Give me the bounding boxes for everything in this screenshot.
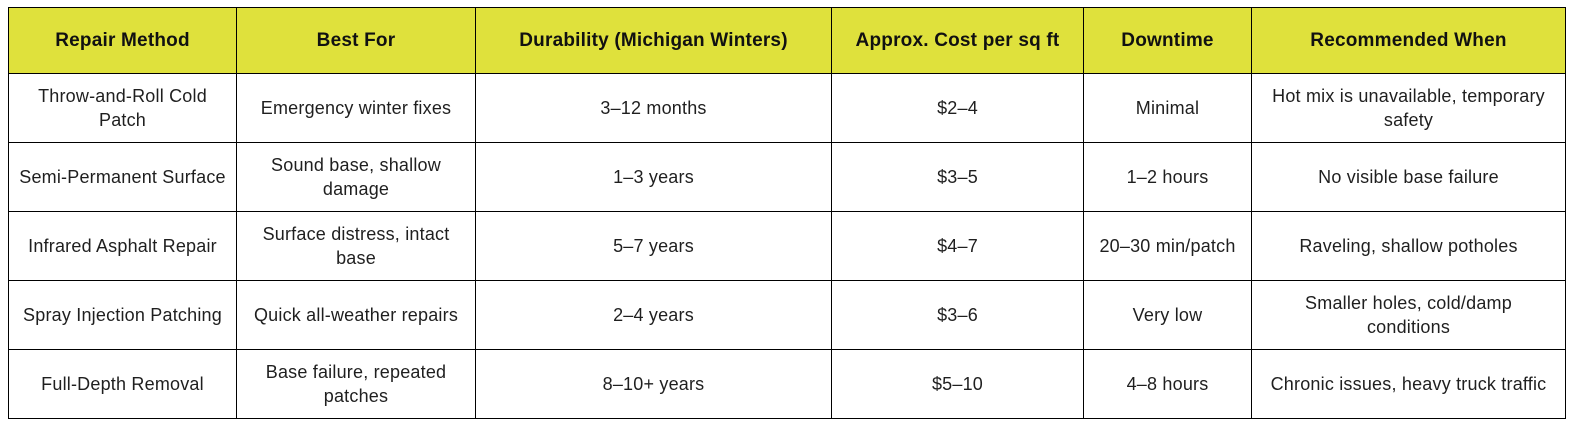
table-row-spray-injection: Spray Injection Patching Quick all-weath… <box>8 280 1566 350</box>
table-row-infrared: Infrared Asphalt Repair Surface distress… <box>8 211 1566 281</box>
cell-cost: $4–7 <box>831 211 1084 281</box>
cell-cost: $3–6 <box>831 280 1084 350</box>
table-row-full-depth: Full-Depth Removal Base failure, repeate… <box>8 349 1566 419</box>
cell-cost: $3–5 <box>831 142 1084 212</box>
cell-downtime: Very low <box>1083 280 1252 350</box>
cell-recommended-when: Smaller holes, cold/damp conditions <box>1251 280 1566 350</box>
cell-downtime: Minimal <box>1083 73 1252 143</box>
cell-durability: 2–4 years <box>475 280 832 350</box>
cell-repair-method: Throw-and-Roll Cold Patch <box>8 73 237 143</box>
cell-recommended-when: Chronic issues, heavy truck traffic <box>1251 349 1566 419</box>
cell-best-for: Base failure, repeated patches <box>236 349 476 419</box>
cell-best-for: Emergency winter fixes <box>236 73 476 143</box>
cell-repair-method: Spray Injection Patching <box>8 280 237 350</box>
column-header-cost-per-sq-ft: Approx. Cost per sq ft <box>831 7 1084 74</box>
cell-durability: 3–12 months <box>475 73 832 143</box>
cell-cost: $2–4 <box>831 73 1084 143</box>
cell-best-for: Quick all-weather repairs <box>236 280 476 350</box>
cell-recommended-when: No visible base failure <box>1251 142 1566 212</box>
cell-cost: $5–10 <box>831 349 1084 419</box>
column-header-downtime: Downtime <box>1083 7 1252 74</box>
cell-best-for: Sound base, shallow damage <box>236 142 476 212</box>
column-header-recommended-when: Recommended When <box>1251 7 1566 74</box>
cell-repair-method: Infrared Asphalt Repair <box>8 211 237 281</box>
table-row-throw-and-roll: Throw-and-Roll Cold Patch Emergency wint… <box>8 73 1566 143</box>
column-header-best-for: Best For <box>236 7 476 74</box>
column-header-durability: Durability (Michigan Winters) <box>475 7 832 74</box>
table-row-semi-permanent: Semi-Permanent Surface Sound base, shall… <box>8 142 1566 212</box>
cell-recommended-when: Raveling, shallow potholes <box>1251 211 1566 281</box>
cell-recommended-when: Hot mix is unavailable, temporary safety <box>1251 73 1566 143</box>
cell-downtime: 20–30 min/patch <box>1083 211 1252 281</box>
cell-durability: 8–10+ years <box>475 349 832 419</box>
column-header-repair-method: Repair Method <box>8 7 237 74</box>
cell-repair-method: Full-Depth Removal <box>8 349 237 419</box>
cell-durability: 1–3 years <box>475 142 832 212</box>
cell-downtime: 4–8 hours <box>1083 349 1252 419</box>
cell-repair-method: Semi-Permanent Surface <box>8 142 237 212</box>
cell-durability: 5–7 years <box>475 211 832 281</box>
cell-downtime: 1–2 hours <box>1083 142 1252 212</box>
cell-best-for: Surface distress, intact base <box>236 211 476 281</box>
repair-methods-table: Repair Method Best For Durability (Michi… <box>8 7 1566 419</box>
header-row: Repair Method Best For Durability (Michi… <box>8 7 1566 74</box>
